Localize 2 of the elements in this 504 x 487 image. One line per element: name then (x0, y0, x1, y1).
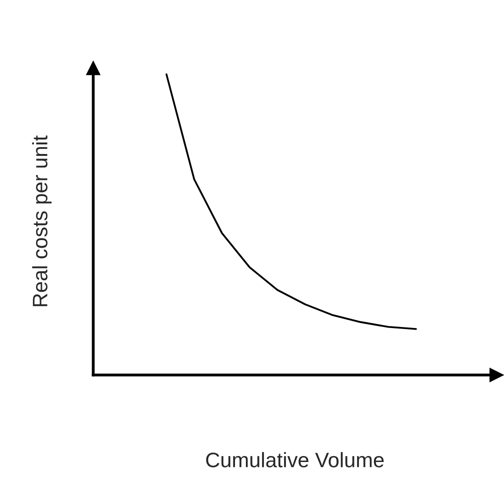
y-axis-title: Real costs per unit (32, 135, 52, 306)
x-axis-title: Cumulative Volume (206, 452, 384, 468)
